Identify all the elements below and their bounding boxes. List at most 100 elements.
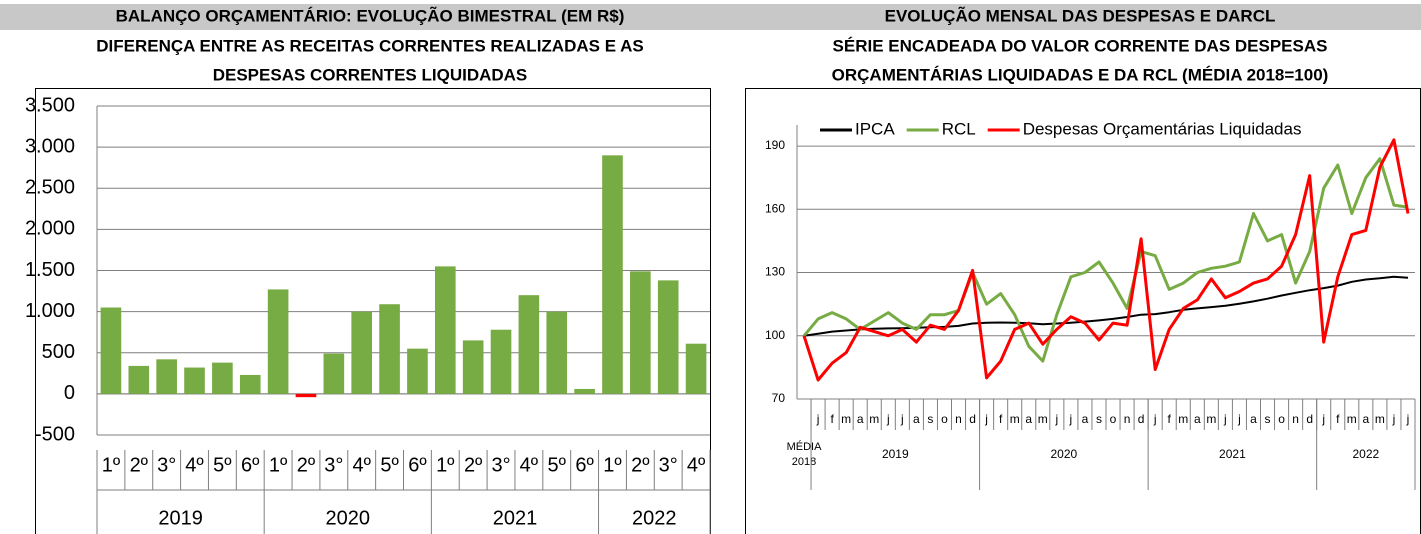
x-tick-label: 3° <box>324 454 343 476</box>
group-label: 2020 <box>326 507 371 529</box>
legend-label: RCL <box>942 119 976 138</box>
group-label: 2020 <box>1051 447 1078 461</box>
bar <box>239 374 261 394</box>
bar <box>323 353 345 394</box>
series-line <box>802 157 1409 363</box>
left-frame <box>35 88 711 534</box>
bar <box>685 343 707 394</box>
bar <box>490 329 512 394</box>
x-tick-label: o <box>941 412 948 426</box>
x-tick-label: j <box>900 412 904 426</box>
bar <box>518 295 540 394</box>
x-tick-label: j <box>1223 412 1227 426</box>
bar <box>128 365 150 394</box>
x-tick-label: j <box>984 412 988 426</box>
bar <box>295 393 317 398</box>
x-tick-label: a <box>857 412 864 426</box>
x-tick-label: s <box>1265 412 1271 426</box>
x-tick-label: 3° <box>659 454 678 476</box>
x-tick-label: a <box>913 412 920 426</box>
series-line <box>802 138 1410 382</box>
x-tick-label: m <box>869 412 879 426</box>
x-tick-label: m <box>1038 412 1048 426</box>
x-tick-label: d <box>1306 412 1313 426</box>
x-tick-label: 3° <box>491 454 510 476</box>
bar <box>602 155 623 394</box>
chart-title: BALANÇO ORÇAMENTÁRIO: EVOLUÇÃO BIMESTRAL… <box>116 5 625 25</box>
x-tick-label: a <box>1082 412 1089 426</box>
y-tick-label: 0 <box>64 382 75 404</box>
bar <box>379 304 400 394</box>
x-tick-label: j <box>1392 412 1396 426</box>
bar <box>267 289 289 394</box>
x-tick-label: 2º <box>130 454 149 476</box>
x-tick-label: s <box>927 412 933 426</box>
group-label: 2019 <box>882 447 909 461</box>
x-tick-label: s <box>1096 412 1102 426</box>
y-tick-label: 2.000 <box>25 218 75 240</box>
legend-label: IPCA <box>855 119 895 138</box>
x-tick-label: d <box>1138 412 1145 426</box>
x-tick-label: 1º <box>603 454 622 476</box>
x-tick-label-box: MÉDIA 2018 <box>786 441 822 468</box>
header-band <box>0 4 1421 30</box>
bar <box>657 280 679 394</box>
group-label: 2022 <box>632 507 677 529</box>
x-tick-label: d <box>969 412 976 426</box>
x-tick-label: 2º <box>464 454 483 476</box>
x-tick-label: a <box>1362 412 1369 426</box>
x-tick-label: j <box>886 412 890 426</box>
x-tick-label: f <box>830 412 834 426</box>
y-tick-label: 1.500 <box>25 259 75 281</box>
bar <box>184 367 205 394</box>
x-tick-label: m <box>1206 412 1216 426</box>
bar <box>407 348 428 394</box>
x-tick-label: 5º <box>548 454 567 476</box>
x-tick-label: 4º <box>687 454 706 476</box>
y-tick-label: 190 <box>765 138 785 152</box>
x-tick-label: 3° <box>157 454 176 476</box>
x-tick-label: 5º <box>213 454 232 476</box>
x-tick-label: 1º <box>102 454 121 476</box>
x-tick-label: MÉDIA 2018 <box>786 441 822 468</box>
y-tick-label: 70 <box>772 391 786 405</box>
x-tick-label: m <box>1347 412 1357 426</box>
x-tick-label: n <box>1124 412 1131 426</box>
x-tick-label: n <box>955 412 962 426</box>
chart-subtitle: DIFERENÇA ENTRE AS RECEITAS CORRENTES RE… <box>96 36 644 55</box>
series-line <box>803 275 1409 337</box>
y-tick-label: 3.500 <box>25 94 75 116</box>
x-tick-label: 2º <box>297 454 316 476</box>
x-tick-label: m <box>1010 412 1020 426</box>
group-label: 2021 <box>1219 447 1246 461</box>
group-label: 2019 <box>158 507 203 529</box>
x-tick-label: 6º <box>408 454 427 476</box>
y-tick-label: 1.000 <box>25 300 75 322</box>
x-tick-label: 2º <box>631 454 650 476</box>
right-frame <box>745 88 1421 534</box>
x-tick-label: 4º <box>185 454 204 476</box>
x-tick-label: o <box>1110 412 1117 426</box>
y-tick-label: 2.500 <box>25 177 75 199</box>
bar <box>156 359 177 394</box>
y-tick-label: 500 <box>42 341 75 363</box>
chart-subtitle: ORÇAMENTÁRIAS LIQUIDADAS E DA RCL (MÉDIA… <box>832 65 1329 84</box>
x-tick-label: j <box>1321 412 1325 426</box>
x-tick-label: a <box>1250 412 1257 426</box>
x-tick-label: j <box>1237 412 1241 426</box>
x-tick-label: m <box>1375 412 1385 426</box>
bar <box>351 311 373 394</box>
y-tick-label: 160 <box>765 201 785 215</box>
bar <box>574 388 595 394</box>
bar <box>434 266 456 394</box>
y-tick-label: 3.000 <box>25 135 75 157</box>
group-label: 2021 <box>493 507 538 529</box>
bar <box>212 362 233 394</box>
x-tick-label: j <box>1069 412 1073 426</box>
x-tick-label: n <box>1292 412 1299 426</box>
x-tick-label: 4º <box>520 454 539 476</box>
x-tick-label: o <box>1278 412 1285 426</box>
bar <box>630 271 651 394</box>
chart-subtitle: SÉRIE ENCADEADA DO VALOR CORRENTE DAS DE… <box>833 36 1328 55</box>
